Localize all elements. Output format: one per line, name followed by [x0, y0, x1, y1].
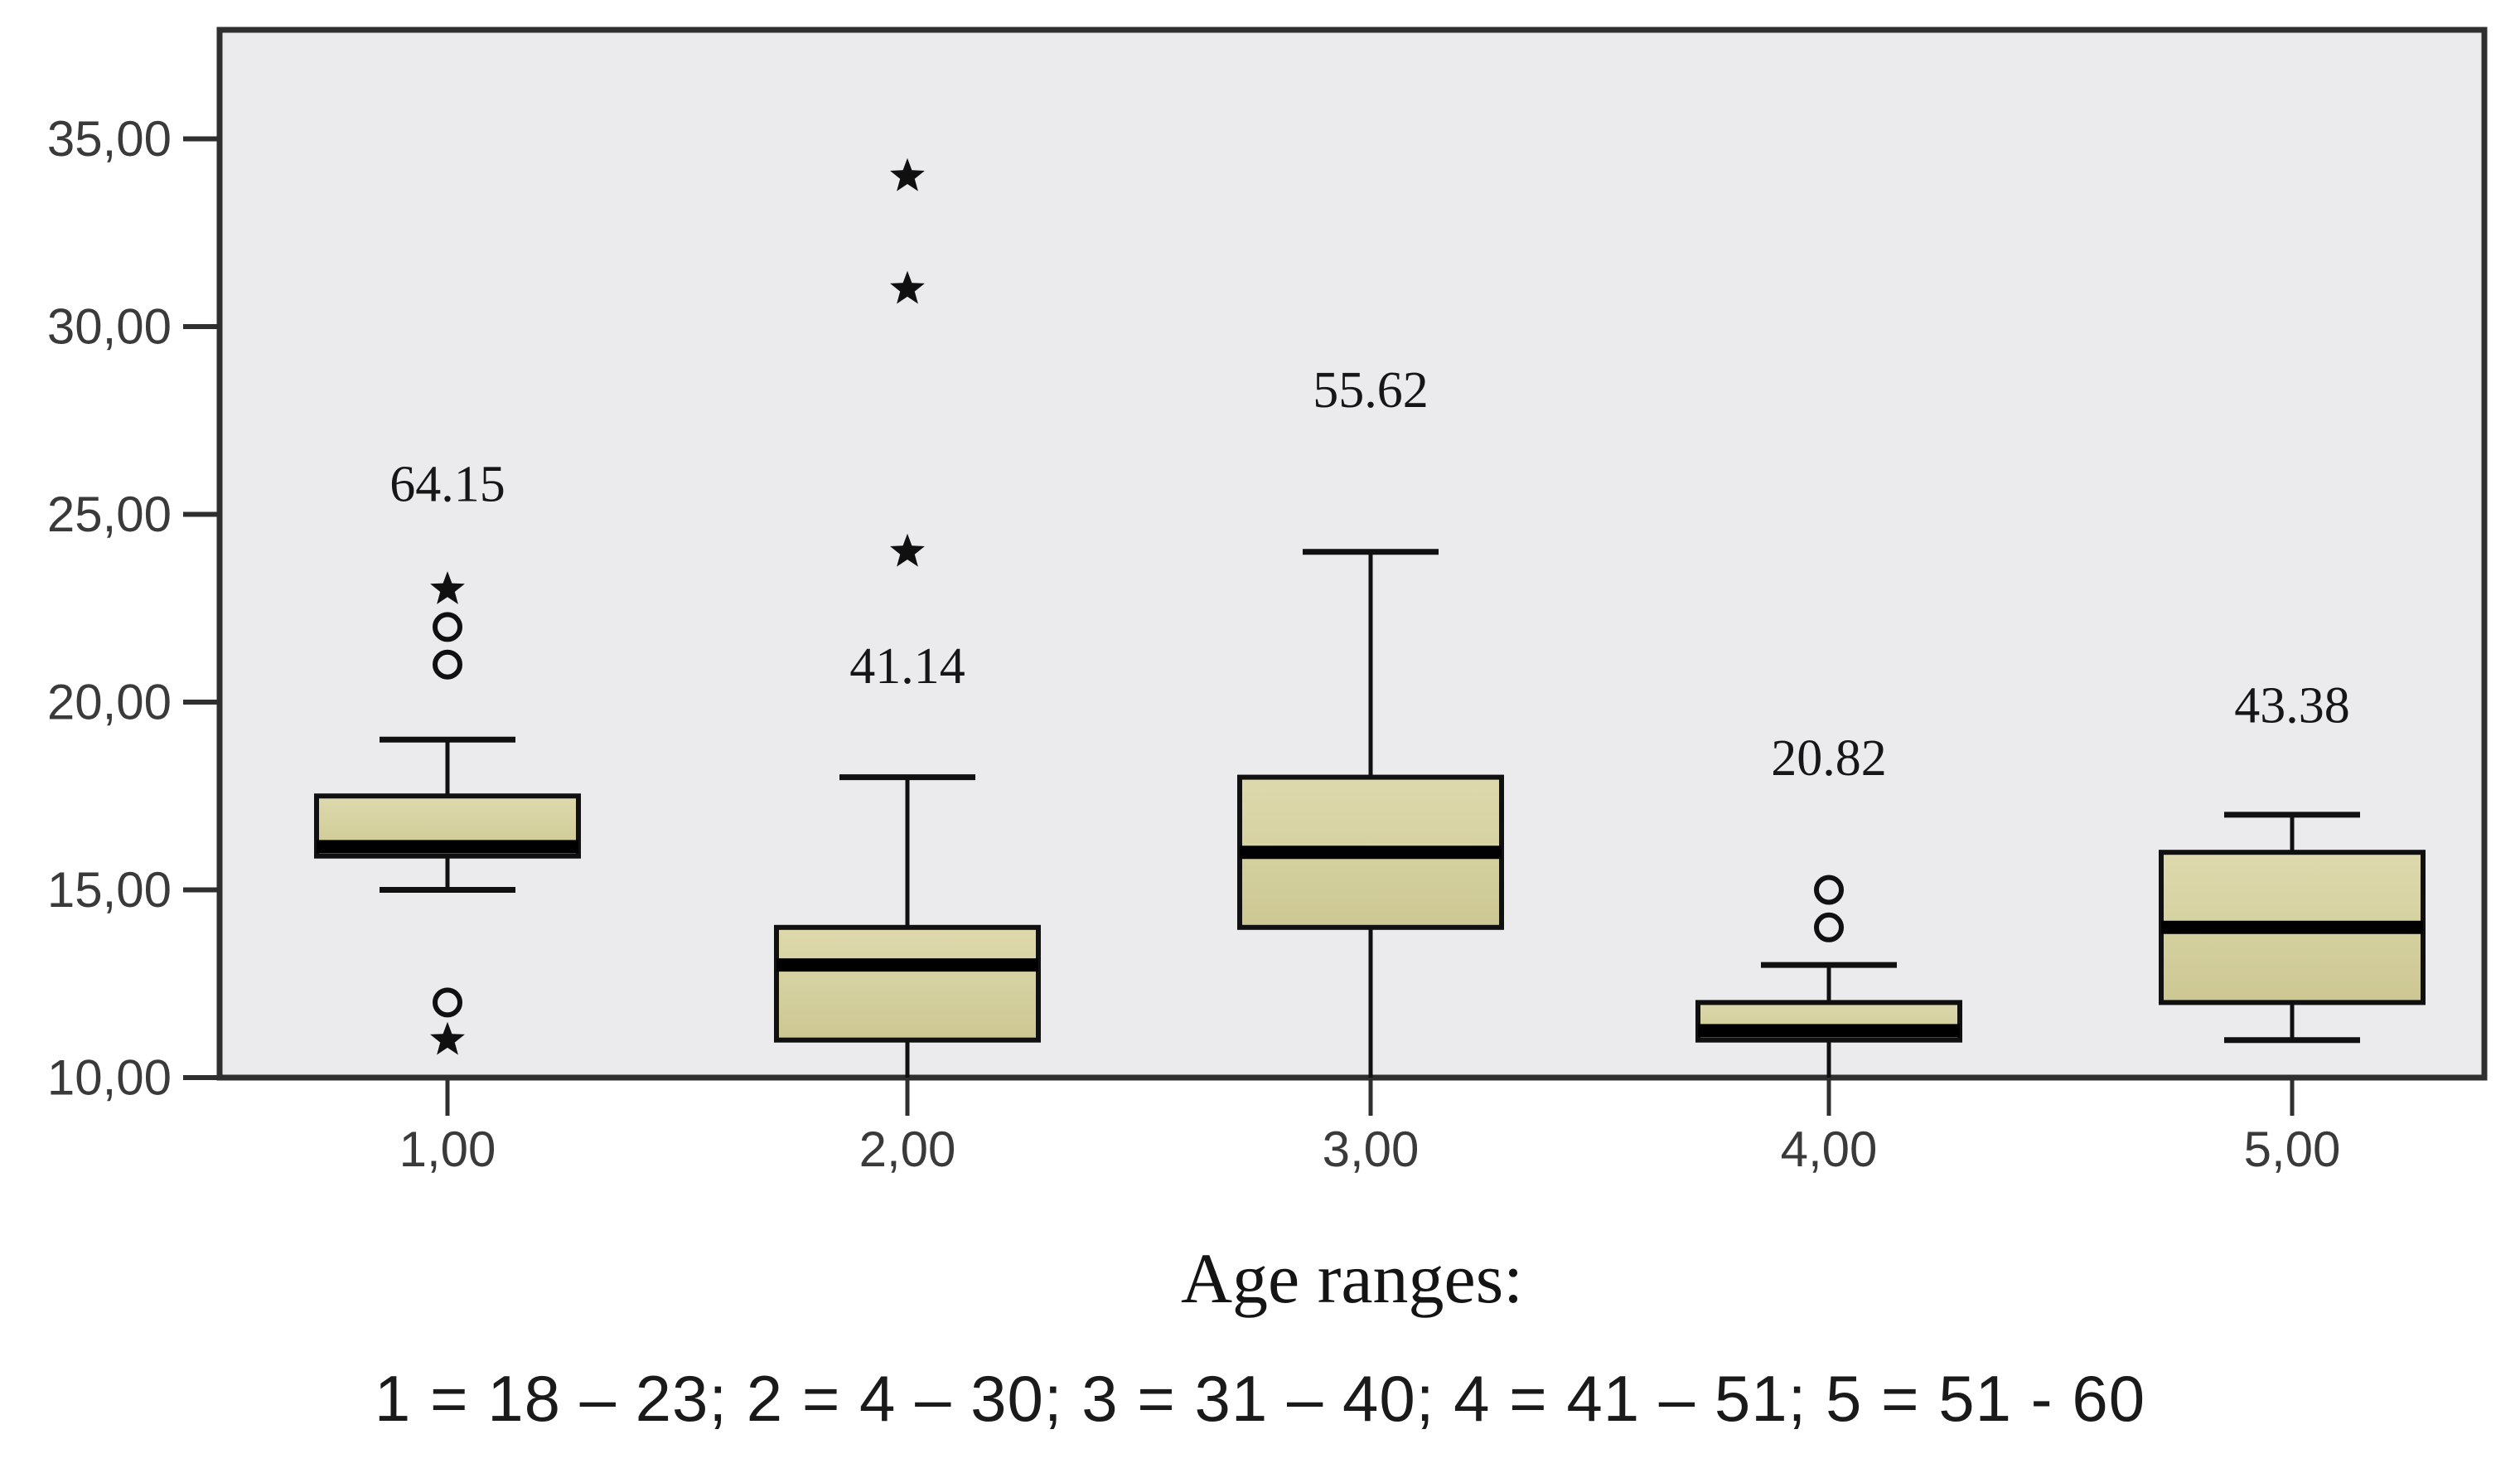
outlier-circle — [433, 987, 462, 1018]
y-axis-tick-label: 25,00 — [47, 487, 172, 542]
outlier-annotation: 55.62 — [1313, 362, 1429, 419]
x-axis-tick-label: 1,00 — [399, 1122, 496, 1177]
outlier-annotation: 41.14 — [849, 638, 965, 695]
outlier-annotation: 64.15 — [389, 456, 505, 512]
outlier-circle — [433, 612, 462, 642]
x-axis-tick-label: 4,00 — [1781, 1122, 1878, 1177]
y-axis-tick-label: 30,00 — [47, 299, 172, 355]
x-axis-tick-label: 3,00 — [1323, 1122, 1420, 1177]
boxplot-box — [774, 924, 1041, 1043]
y-axis-tick-label: 10,00 — [47, 1050, 172, 1106]
outlier-circle — [433, 649, 462, 680]
outlier-star — [890, 533, 925, 567]
y-axis-tick-label: 20,00 — [47, 675, 172, 730]
outlier-annotation: 43.38 — [2234, 678, 2350, 734]
y-axis-tick-label: 35,00 — [47, 111, 172, 167]
y-axis-tick-label: 15,00 — [47, 862, 172, 918]
legend-footnote: 1 = 18 – 23; 2 = 4 – 30; 3 = 31 – 40; 4 … — [374, 1362, 2146, 1435]
outlier-star — [430, 571, 465, 604]
x-axis-tick-label: 2,00 — [859, 1122, 956, 1177]
outlier-star — [890, 157, 925, 191]
boxplot-chart: 35,00 30,00 25,00 20,00 15,00 10,00 1,00 64.15 2… — [47, 27, 2488, 1177]
outlier-circle — [1814, 912, 1844, 942]
outlier-annotation: 20.82 — [1771, 730, 1887, 787]
outlier-circle — [1814, 875, 1844, 905]
x-axis-title: Age ranges: — [1180, 1238, 1524, 1318]
outlier-star — [890, 270, 925, 304]
outlier-star — [430, 1021, 465, 1055]
x-axis-tick-label: 5,00 — [2244, 1122, 2341, 1177]
